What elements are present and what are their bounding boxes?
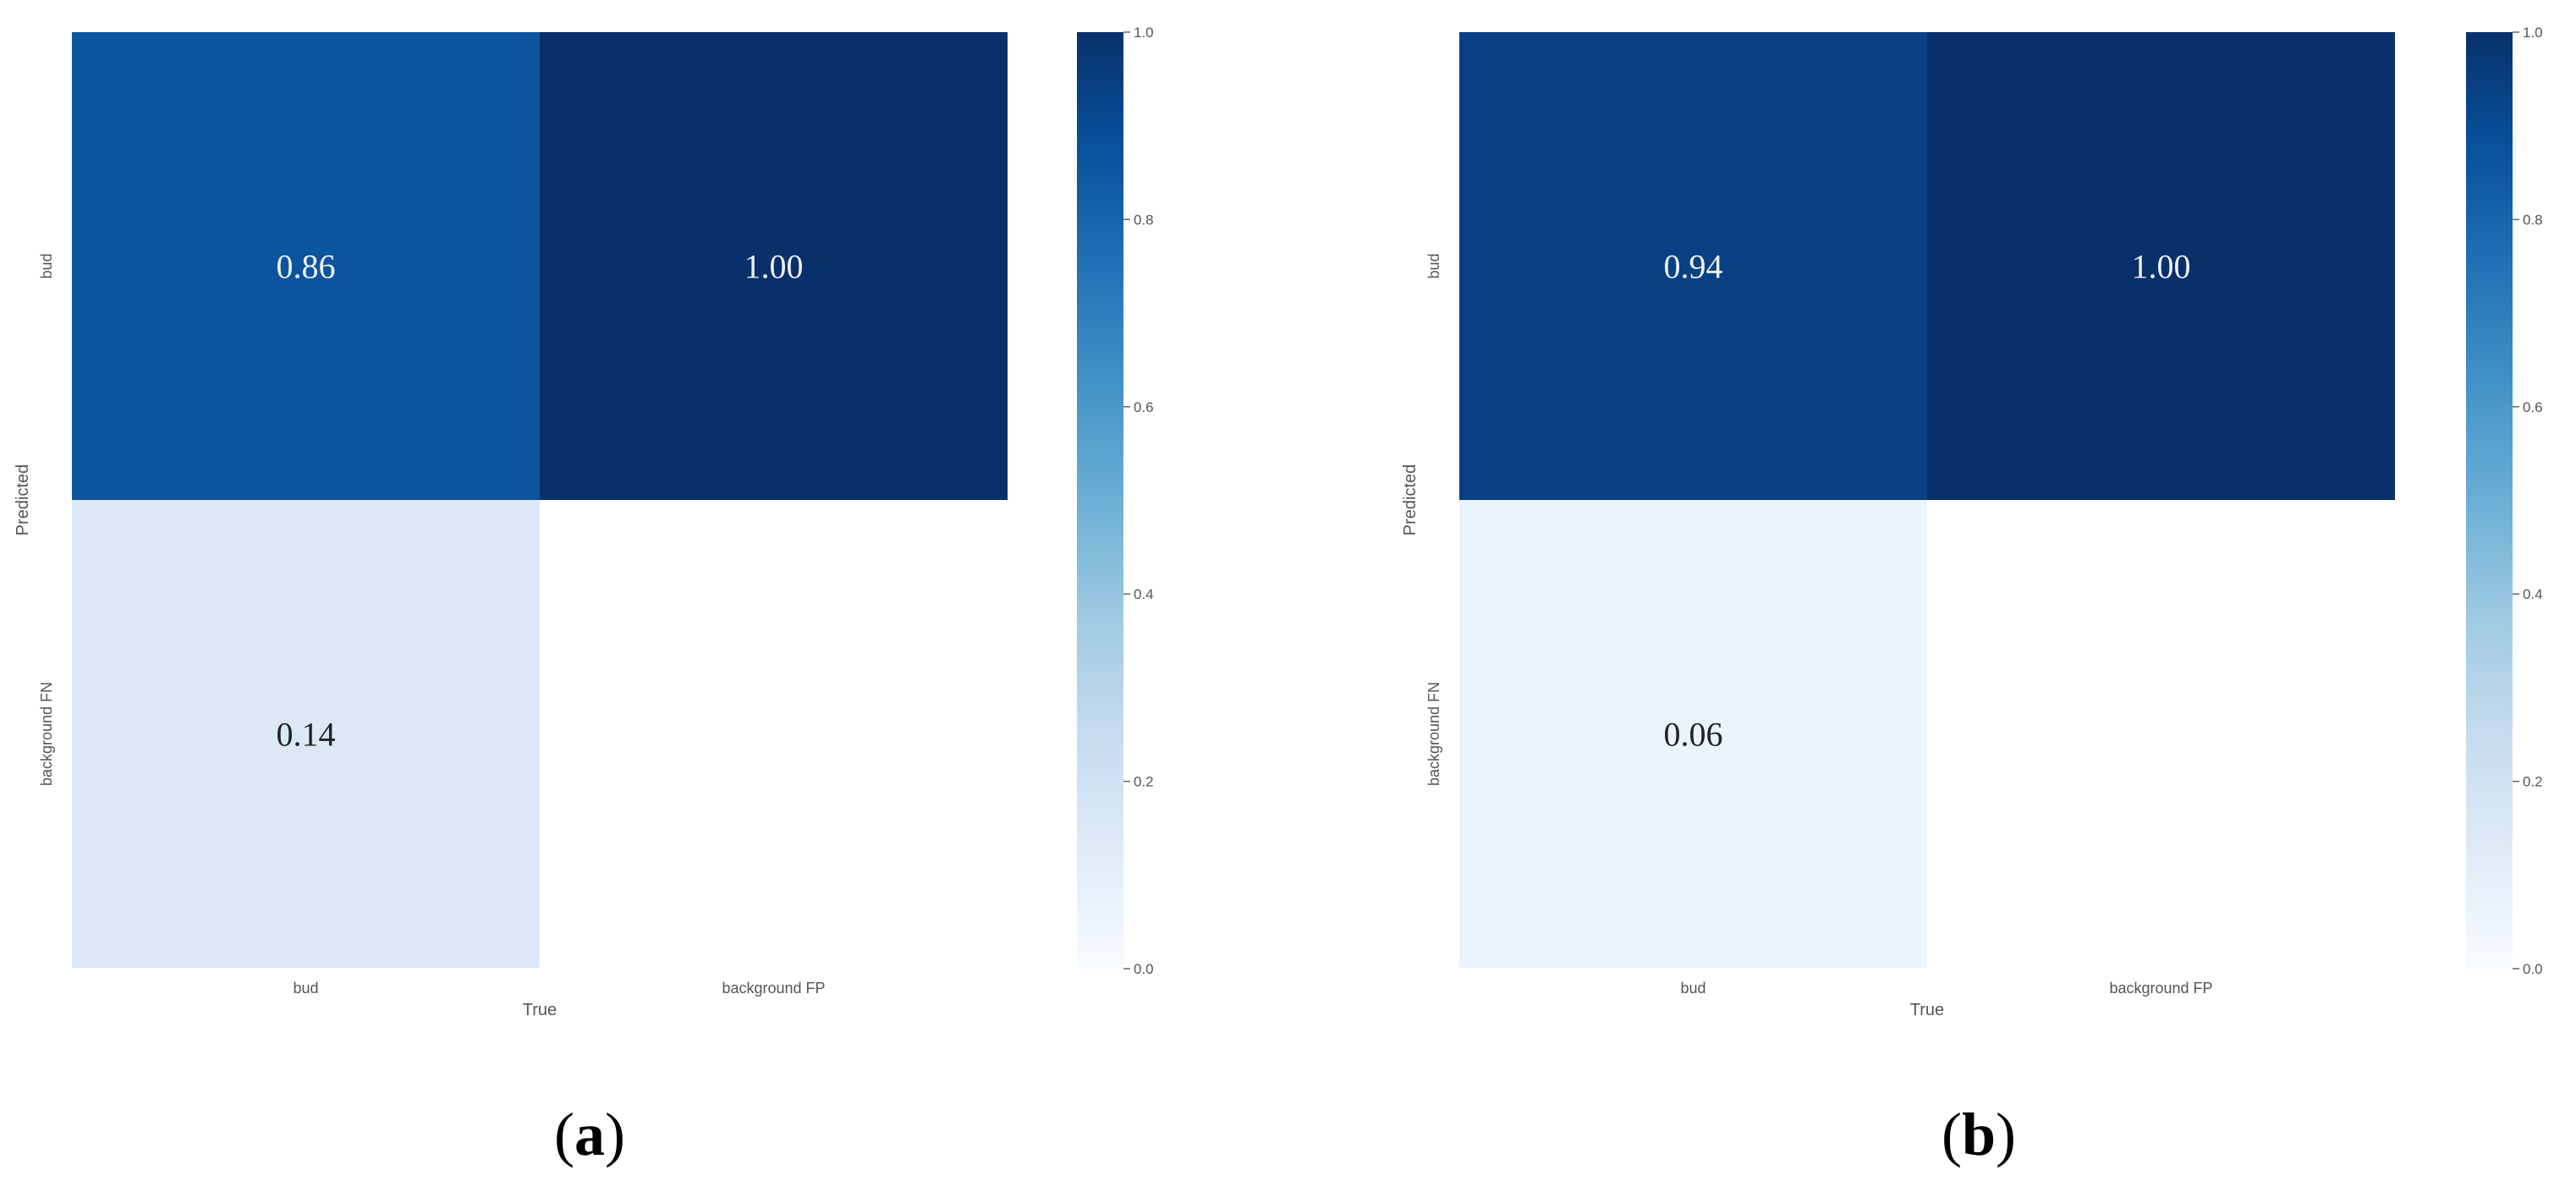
cell-value-label-p1-r1-c0: 0.06 <box>1664 716 1723 754</box>
y-axis-label-p0: Predicted <box>14 464 32 536</box>
cell-value-label-p0-r1-c0: 0.14 <box>277 716 336 754</box>
heatmap-cell-p1-r0-c1 <box>1927 32 2395 500</box>
colorbar-p0 <box>1077 32 1123 969</box>
colorbar-tick-label-p1-4: 0.8 <box>2523 211 2543 228</box>
colorbar-tick-label-p1-0: 0.0 <box>2523 961 2543 977</box>
colorbar-p1 <box>2466 32 2513 969</box>
x-tick-label-p0-0: bud <box>293 980 318 997</box>
panel-letter-b: b <box>1961 1101 1997 1168</box>
colorbar-tick-label-p1-3: 0.6 <box>2523 399 2543 415</box>
heatmap-cell-p1-r1-c0 <box>1459 500 1927 968</box>
heatmap-cell-p1-r0-c0 <box>1459 32 1927 500</box>
colorbar-tick-label-p1-1: 0.2 <box>2523 774 2543 790</box>
cell-value-label-p1-r0-c1: 1.00 <box>2132 248 2191 286</box>
y-tick-label-p0-1: background FN <box>38 682 55 786</box>
cell-value-label-p0-r0-c1: 1.00 <box>744 248 804 286</box>
panel-label-b: (b) <box>1942 1101 2017 1168</box>
y-tick-label-p1-1: background FN <box>1425 682 1442 786</box>
heatmap-cell-p0-r1-c0 <box>72 500 540 968</box>
y-tick-label-p1-0: bud <box>1425 253 1442 278</box>
x-axis-label-p0: True <box>523 1001 557 1019</box>
colorbar-tick-label-p0-1: 0.2 <box>1134 774 1154 790</box>
y-axis-label-p1: Predicted <box>1401 464 1420 536</box>
x-tick-label-p1-0: bud <box>1680 980 1705 997</box>
colorbar-tick-label-p0-4: 0.8 <box>1134 211 1154 228</box>
panel-letter-a: a <box>574 1101 605 1168</box>
heatmap-cell-p0-r0-c1 <box>540 32 1008 500</box>
colorbar-tick-label-p0-2: 0.4 <box>1134 586 1154 602</box>
colorbar-tick-label-p0-0: 0.0 <box>1134 961 1154 977</box>
colorbar-tick-label-p0-3: 0.6 <box>1134 399 1154 415</box>
colorbar-tick-label-p1-2: 0.4 <box>2523 586 2543 602</box>
cell-value-label-p0-r0-c0: 0.86 <box>277 248 336 286</box>
x-tick-label-p1-1: background FP <box>2109 980 2212 997</box>
x-axis-label-p1: True <box>1910 1001 1944 1019</box>
colorbar-tick-label-p1-5: 1.0 <box>2523 25 2543 41</box>
heatmap-cell-p1-r1-c1 <box>1927 500 2395 968</box>
y-tick-label-p0-0: bud <box>38 253 55 278</box>
x-tick-label-p0-1: background FP <box>722 980 825 997</box>
colorbar-tick-label-p0-5: 1.0 <box>1134 25 1154 41</box>
heatmap-cell-p0-r1-c1 <box>540 500 1008 968</box>
cell-value-label-p1-r0-c0: 0.94 <box>1664 248 1723 286</box>
heatmap-cell-p0-r0-c0 <box>72 32 540 500</box>
panel-label-a: (a) <box>554 1101 625 1168</box>
